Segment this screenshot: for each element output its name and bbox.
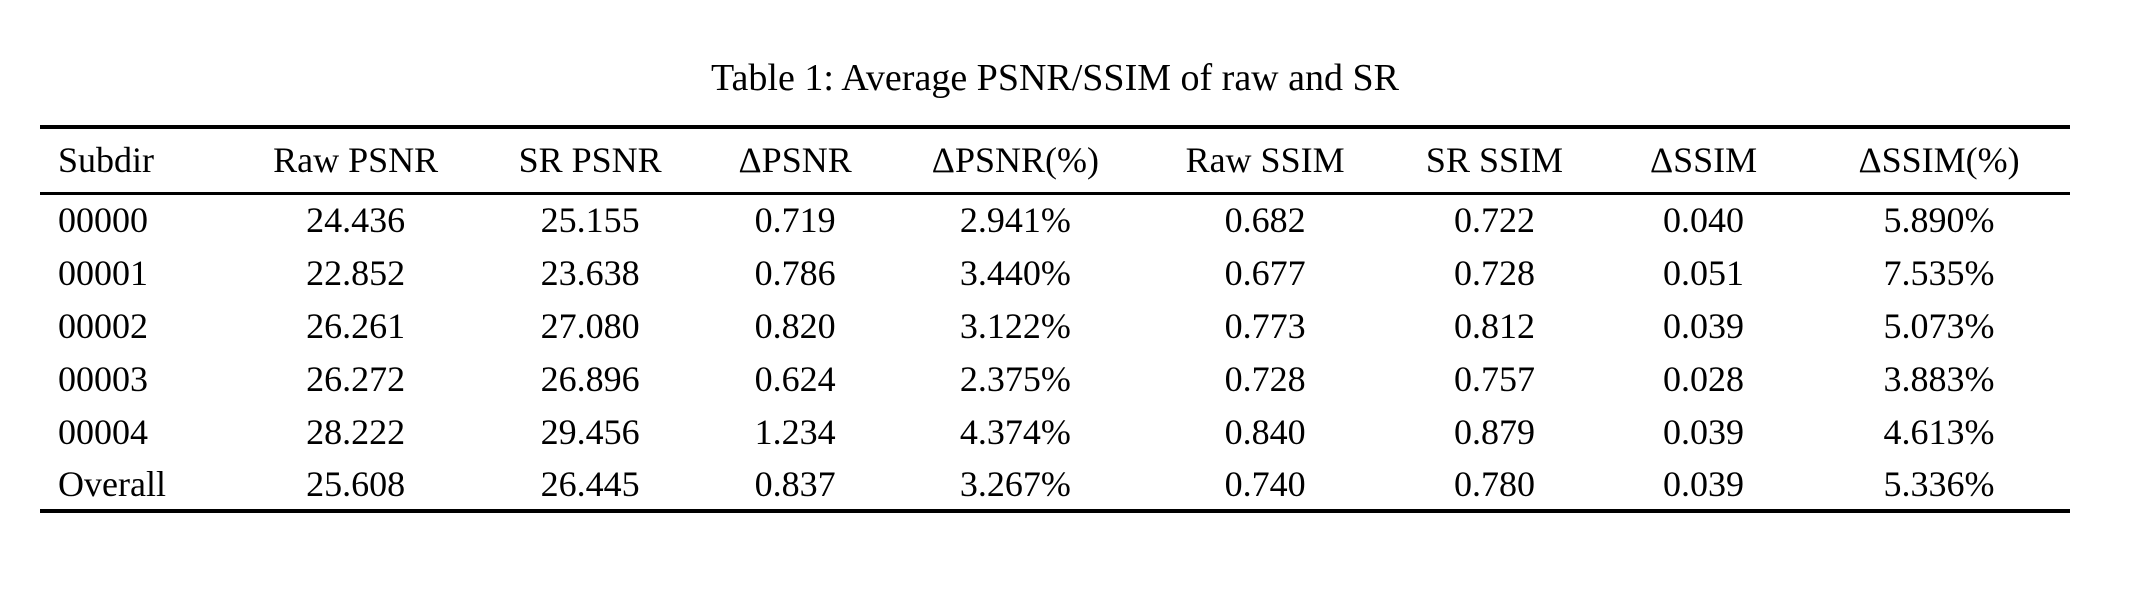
cell-sr-psnr: 27.080: [540, 305, 640, 346]
column-header-raw-ssim: Raw SSIM: [1185, 140, 1345, 181]
cell-raw-ssim: 0.677: [1224, 252, 1306, 293]
cell-sr-psnr: 29.456: [540, 411, 640, 452]
cell-delta-ssim: 0.051: [1663, 252, 1745, 293]
cell-sr-psnr: 25.155: [540, 200, 640, 241]
cell-delta-psnr-pct: 4.374%: [959, 411, 1071, 452]
cell-delta-ssim: 0.039: [1663, 463, 1745, 504]
cell-sr-ssim: 0.722: [1453, 200, 1535, 241]
table-caption: Table 1: Average PSNR/SSIM of raw and SR: [711, 57, 1399, 99]
cell-sr-ssim: 0.728: [1453, 252, 1535, 293]
cell-delta-psnr: 0.624: [754, 358, 836, 399]
cell-delta-psnr-pct: 2.941%: [959, 200, 1071, 241]
cell-delta-ssim-pct: 3.883%: [1883, 358, 1995, 399]
cell-subdir: 00000: [58, 200, 148, 241]
cell-delta-ssim: 0.039: [1663, 411, 1745, 452]
cell-sr-ssim: 0.879: [1453, 411, 1535, 452]
table-row: 00004 28.222 29.456 1.234 4.374% 0.840 0…: [40, 405, 2070, 458]
cell-delta-ssim: 0.040: [1663, 200, 1745, 241]
cell-delta-ssim-pct: 5.890%: [1883, 200, 1995, 241]
column-header-delta-ssim: ΔSSIM: [1649, 140, 1758, 181]
cell-delta-psnr: 0.837: [754, 463, 836, 504]
cell-sr-psnr: 26.896: [540, 358, 640, 399]
cell-sr-ssim: 0.812: [1453, 305, 1535, 346]
cell-subdir: 00002: [58, 305, 148, 346]
column-header-sr-ssim: SR SSIM: [1425, 140, 1563, 181]
cell-sr-ssim: 0.757: [1453, 358, 1535, 399]
table-row: 00002 26.261 27.080 0.820 3.122% 0.773 0…: [40, 299, 2070, 352]
cell-delta-psnr: 0.820: [754, 305, 836, 346]
table-row: 00001 22.852 23.638 0.786 3.440% 0.677 0…: [40, 246, 2070, 299]
table-row: 00003 26.272 26.896 0.624 2.375% 0.728 0…: [40, 352, 2070, 405]
cell-delta-ssim: 0.028: [1663, 358, 1745, 399]
cell-raw-psnr: 28.222: [306, 411, 406, 452]
cell-raw-psnr: 25.608: [306, 463, 406, 504]
cell-raw-ssim: 0.740: [1224, 463, 1306, 504]
cell-delta-ssim-pct: 5.336%: [1883, 463, 1995, 504]
cell-raw-psnr: 24.436: [306, 200, 406, 241]
column-header-delta-psnr-pct: ΔPSNR(%): [931, 140, 1099, 181]
cell-delta-psnr: 1.234: [754, 411, 836, 452]
cell-delta-ssim-pct: 4.613%: [1883, 411, 1995, 452]
cell-raw-psnr: 26.261: [306, 305, 406, 346]
cell-subdir: 00004: [58, 411, 148, 452]
cell-subdir: 00001: [58, 252, 148, 293]
cell-delta-ssim-pct: 7.535%: [1883, 252, 1995, 293]
table-row-overall: Overall 25.608 26.445 0.837 3.267% 0.740…: [40, 458, 2070, 511]
psnr-ssim-table: Subdir Raw PSNR SR PSNR ΔPSNR ΔPSNR(%) R…: [40, 125, 2070, 513]
cell-delta-psnr: 0.719: [754, 200, 836, 241]
column-header-subdir: Subdir: [58, 140, 155, 181]
column-header-delta-ssim-pct: ΔSSIM(%): [1858, 140, 2020, 181]
table-header: Subdir Raw PSNR SR PSNR ΔPSNR ΔPSNR(%) R…: [40, 127, 2070, 193]
cell-delta-psnr-pct: 2.375%: [959, 358, 1071, 399]
cell-delta-psnr: 0.786: [754, 252, 836, 293]
cell-raw-ssim: 0.840: [1224, 411, 1306, 452]
cell-subdir: 00003: [58, 358, 148, 399]
column-header-delta-psnr: ΔPSNR: [738, 140, 852, 181]
column-header-raw-psnr: Raw PSNR: [273, 140, 439, 181]
cell-sr-psnr: 23.638: [540, 252, 640, 293]
cell-subdir: Overall: [58, 463, 166, 504]
header-row: Subdir Raw PSNR SR PSNR ΔPSNR ΔPSNR(%) R…: [40, 127, 2070, 193]
cell-delta-ssim: 0.039: [1663, 305, 1745, 346]
cell-raw-psnr: 22.852: [306, 252, 406, 293]
cell-delta-psnr-pct: 3.440%: [959, 252, 1071, 293]
table-body: 00000 24.436 25.155 0.719 2.941% 0.682 0…: [40, 193, 2070, 511]
cell-delta-ssim-pct: 5.073%: [1883, 305, 1995, 346]
cell-raw-ssim: 0.728: [1224, 358, 1306, 399]
cell-sr-psnr: 26.445: [540, 463, 640, 504]
cell-delta-psnr-pct: 3.122%: [959, 305, 1071, 346]
table-row: 00000 24.436 25.155 0.719 2.941% 0.682 0…: [40, 193, 2070, 246]
cell-raw-psnr: 26.272: [306, 358, 406, 399]
cell-raw-ssim: 0.773: [1224, 305, 1306, 346]
cell-raw-ssim: 0.682: [1224, 200, 1306, 241]
cell-delta-psnr-pct: 3.267%: [959, 463, 1071, 504]
column-header-sr-psnr: SR PSNR: [518, 140, 662, 181]
cell-sr-ssim: 0.780: [1453, 463, 1535, 504]
